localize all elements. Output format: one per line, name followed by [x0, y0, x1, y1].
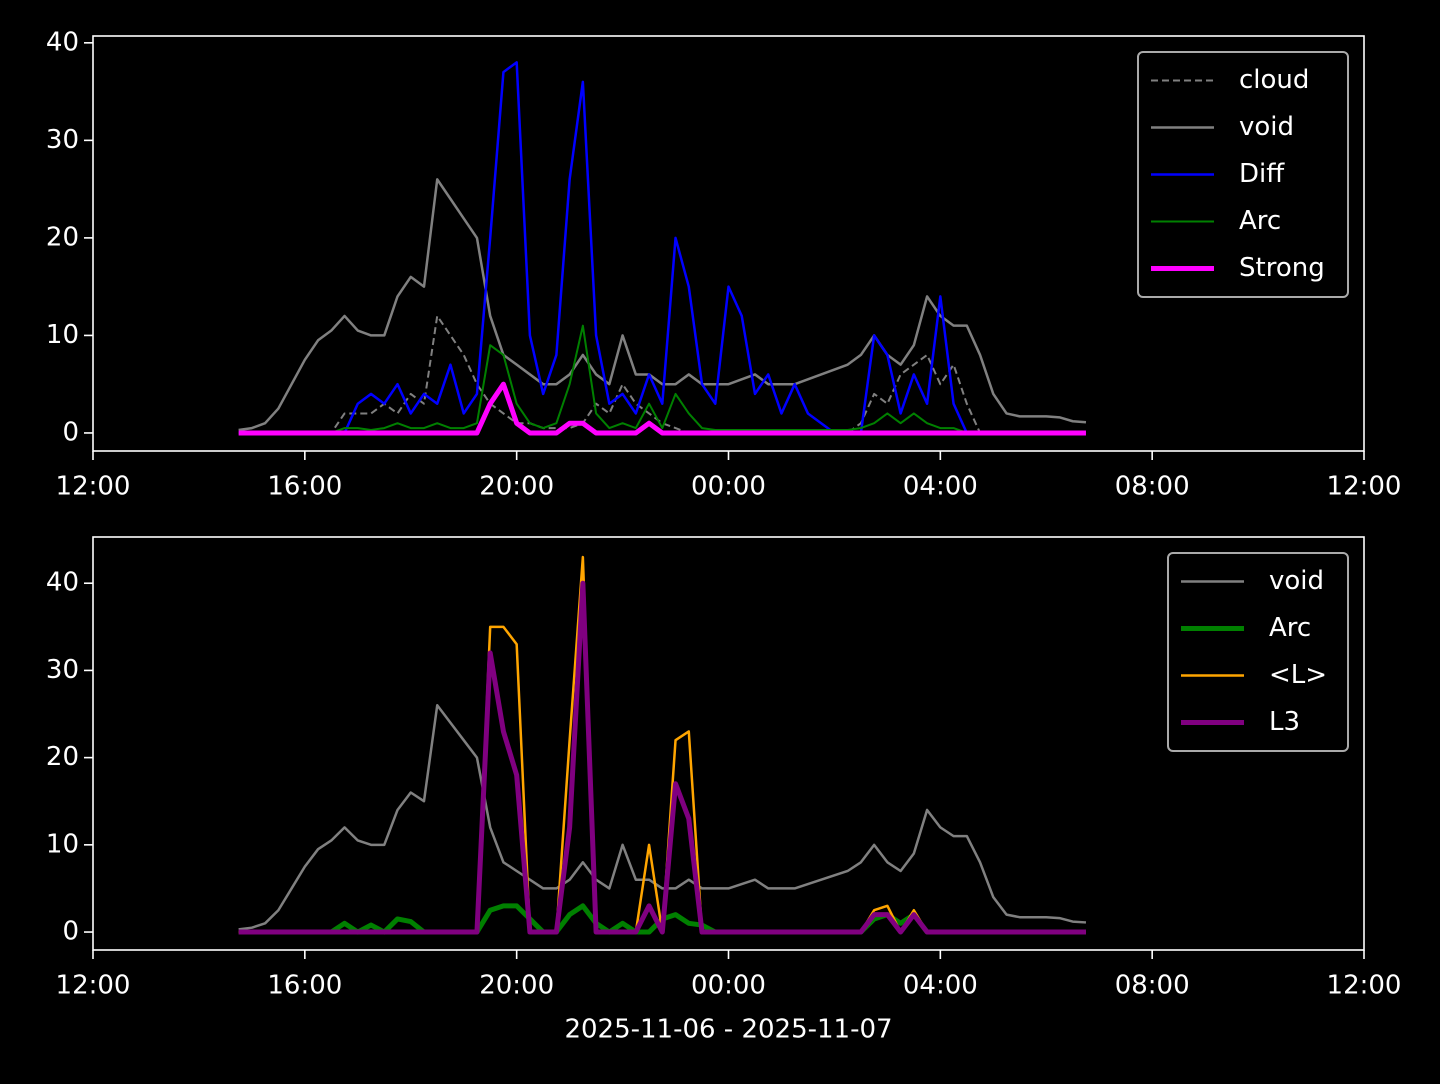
- x-tick-label: 20:00: [479, 472, 554, 502]
- y-tick-label: 40: [46, 27, 79, 57]
- legend-box: [1167, 552, 1349, 752]
- x-tick-label: 08:00: [1115, 472, 1190, 502]
- y-tick-label: 10: [46, 829, 79, 859]
- legend-label: Arc: [1239, 206, 1281, 236]
- plot-area: [238, 555, 1087, 935]
- y-tick-label: 10: [46, 320, 79, 350]
- y-tick-label: 0: [62, 917, 79, 947]
- legend-label: Arc: [1269, 613, 1311, 643]
- x-tick-label: 00:00: [691, 971, 766, 1001]
- x-tick-label: 12:00: [56, 971, 131, 1001]
- x-tick-label: 04:00: [903, 971, 978, 1001]
- y-tick-label: 30: [46, 655, 79, 685]
- legend-label: cloud: [1239, 65, 1309, 95]
- series-line: [238, 314, 1086, 434]
- legend-label: Strong: [1239, 253, 1325, 283]
- x-tick-label: 08:00: [1115, 971, 1190, 1001]
- series-line: [238, 580, 1086, 935]
- x-tick-label: 20:00: [479, 971, 554, 1001]
- legend-box: [1137, 51, 1349, 298]
- x-tick-label: 16:00: [267, 971, 342, 1001]
- x-tick-label: 00:00: [691, 472, 766, 502]
- x-axis-label: 2025-11-06 - 2025-11-07: [564, 1015, 892, 1045]
- y-tick-label: 40: [46, 568, 79, 598]
- x-tick-label: 12:00: [56, 472, 131, 502]
- y-tick-label: 0: [62, 417, 79, 447]
- series-line: [238, 61, 1086, 435]
- x-tick-label: 12:00: [1327, 971, 1402, 1001]
- x-tick-label: 04:00: [903, 472, 978, 502]
- legend-label: void: [1239, 112, 1294, 142]
- plot-area: [238, 61, 1087, 436]
- y-tick-label: 20: [46, 222, 79, 252]
- series-line: [238, 324, 1086, 434]
- legend-label: void: [1269, 566, 1324, 596]
- series-line: [238, 704, 1087, 931]
- legend-label: Diff: [1239, 159, 1285, 189]
- series-line: [238, 178, 1087, 432]
- series-line: [238, 381, 1086, 436]
- y-tick-label: 20: [46, 742, 79, 772]
- y-tick-label: 30: [46, 125, 79, 155]
- legend-label: L3: [1269, 707, 1300, 737]
- x-tick-label: 16:00: [267, 472, 342, 502]
- x-tick-label: 12:00: [1327, 472, 1402, 502]
- legend-label: <L>: [1269, 660, 1327, 690]
